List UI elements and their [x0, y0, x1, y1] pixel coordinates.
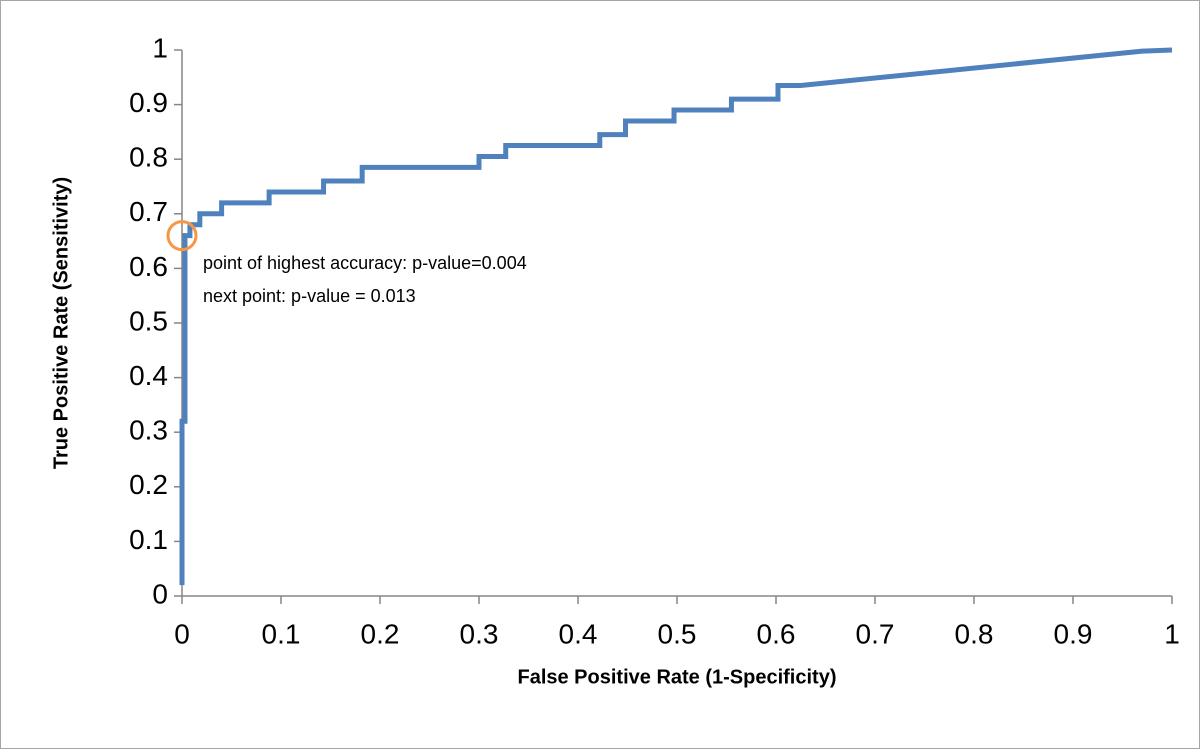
- y-tick-label: 0.7: [129, 196, 168, 227]
- annotation: next point: p-value = 0.013: [203, 286, 416, 306]
- y-tick-label: 0.3: [129, 415, 168, 446]
- y-axis-title: True Positive Rate (Sensitivity): [50, 177, 72, 469]
- y-tick-label: 1: [152, 32, 168, 63]
- x-tick-label: 1: [1164, 618, 1180, 649]
- x-tick-label: 0.6: [757, 618, 796, 649]
- x-axis-title: False Positive Rate (1-Specificity): [517, 666, 836, 688]
- annotation: point of highest accuracy: p-value=0.004: [203, 253, 527, 273]
- y-tick-label: 0.5: [129, 305, 168, 336]
- x-tick-label: 0.5: [658, 618, 697, 649]
- x-tick-label: 0.3: [460, 618, 499, 649]
- x-tick-label: 0.9: [1054, 618, 1093, 649]
- y-tick-label: 0.9: [129, 87, 168, 118]
- x-tick-label: 0.7: [856, 618, 895, 649]
- x-tick-label: 0.2: [361, 618, 400, 649]
- y-tick-label: 0.2: [129, 469, 168, 500]
- y-tick-label: 0: [152, 578, 168, 609]
- y-tick-label: 0.1: [129, 524, 168, 555]
- x-tick-label: 0.8: [955, 618, 994, 649]
- x-tick-label: 0.1: [262, 618, 301, 649]
- highlight-marker: [166, 220, 198, 252]
- y-tick-label: 0.8: [129, 142, 168, 173]
- y-tick-label: 0.6: [129, 251, 168, 282]
- x-tick-label: 0.4: [559, 618, 598, 649]
- y-tick-label: 0.4: [129, 360, 168, 391]
- x-tick-label: 0: [174, 618, 190, 649]
- roc-line: [179, 47, 1173, 586]
